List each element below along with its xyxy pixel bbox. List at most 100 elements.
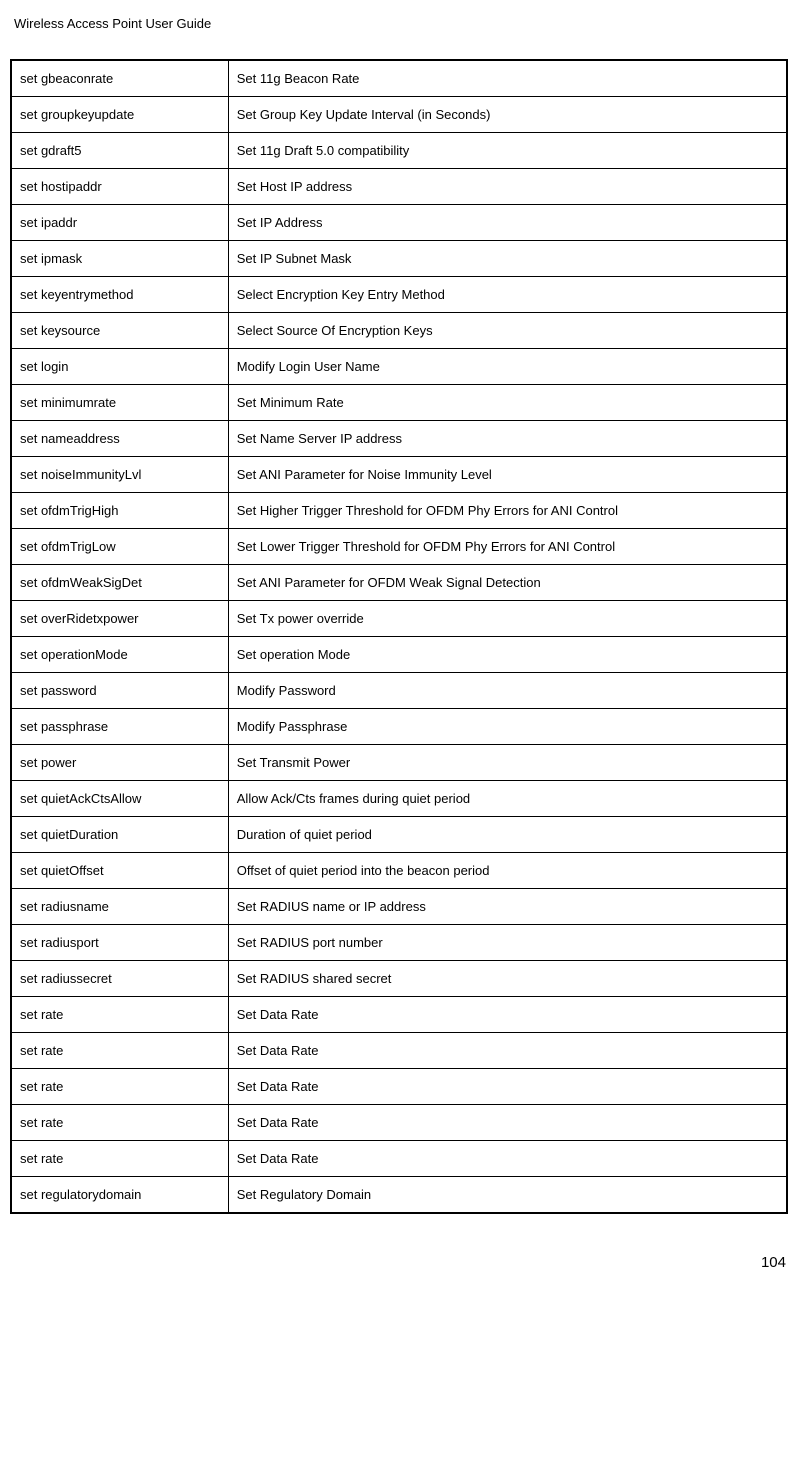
table-row: set rateSet Data Rate bbox=[11, 997, 787, 1033]
command-cell: set hostipaddr bbox=[11, 169, 228, 205]
command-cell: set power bbox=[11, 745, 228, 781]
command-cell: set ofdmTrigLow bbox=[11, 529, 228, 565]
description-cell: Modify Login User Name bbox=[228, 349, 787, 385]
command-cell: set quietAckCtsAllow bbox=[11, 781, 228, 817]
command-cell: set ipmask bbox=[11, 241, 228, 277]
description-cell: Set Transmit Power bbox=[228, 745, 787, 781]
table-row: set keyentrymethodSelect Encryption Key … bbox=[11, 277, 787, 313]
table-row: set radiusnameSet RADIUS name or IP addr… bbox=[11, 889, 787, 925]
description-cell: Set RADIUS shared secret bbox=[228, 961, 787, 997]
description-cell: Set Data Rate bbox=[228, 997, 787, 1033]
table-row: set rateSet Data Rate bbox=[11, 1141, 787, 1177]
command-cell: set radiusname bbox=[11, 889, 228, 925]
command-cell: set passphrase bbox=[11, 709, 228, 745]
description-cell: Set 11g Draft 5.0 compatibility bbox=[228, 133, 787, 169]
table-row: set gdraft5Set 11g Draft 5.0 compatibili… bbox=[11, 133, 787, 169]
table-row: set radiussecretSet RADIUS shared secret bbox=[11, 961, 787, 997]
description-cell: Set 11g Beacon Rate bbox=[228, 60, 787, 97]
description-cell: Set ANI Parameter for OFDM Weak Signal D… bbox=[228, 565, 787, 601]
table-row: set nameaddressSet Name Server IP addres… bbox=[11, 421, 787, 457]
table-row: set groupkeyupdateSet Group Key Update I… bbox=[11, 97, 787, 133]
command-table-body: set gbeaconrateSet 11g Beacon Rateset gr… bbox=[11, 60, 787, 1213]
description-cell: Set Host IP address bbox=[228, 169, 787, 205]
table-row: set hostipaddrSet Host IP address bbox=[11, 169, 787, 205]
description-cell: Select Source Of Encryption Keys bbox=[228, 313, 787, 349]
description-cell: Set Data Rate bbox=[228, 1141, 787, 1177]
command-cell: set keysource bbox=[11, 313, 228, 349]
table-row: set quietAckCtsAllowAllow Ack/Cts frames… bbox=[11, 781, 787, 817]
command-cell: set ipaddr bbox=[11, 205, 228, 241]
command-cell: set gdraft5 bbox=[11, 133, 228, 169]
description-cell: Modify Password bbox=[228, 673, 787, 709]
table-row: set ofdmWeakSigDetSet ANI Parameter for … bbox=[11, 565, 787, 601]
command-cell: set rate bbox=[11, 1141, 228, 1177]
description-cell: Set IP Subnet Mask bbox=[228, 241, 787, 277]
description-cell: Select Encryption Key Entry Method bbox=[228, 277, 787, 313]
command-cell: set groupkeyupdate bbox=[11, 97, 228, 133]
table-row: set ofdmTrigHighSet Higher Trigger Thres… bbox=[11, 493, 787, 529]
command-cell: set nameaddress bbox=[11, 421, 228, 457]
description-cell: Set Regulatory Domain bbox=[228, 1177, 787, 1214]
description-cell: Set IP Address bbox=[228, 205, 787, 241]
description-cell: Set RADIUS name or IP address bbox=[228, 889, 787, 925]
table-row: set ipaddrSet IP Address bbox=[11, 205, 787, 241]
table-row: set gbeaconrateSet 11g Beacon Rate bbox=[11, 60, 787, 97]
command-cell: set noiseImmunityLvl bbox=[11, 457, 228, 493]
description-cell: Set Higher Trigger Threshold for OFDM Ph… bbox=[228, 493, 787, 529]
table-row: set rateSet Data Rate bbox=[11, 1069, 787, 1105]
command-cell: set rate bbox=[11, 1033, 228, 1069]
table-row: set quietOffsetOffset of quiet period in… bbox=[11, 853, 787, 889]
description-cell: Set Minimum Rate bbox=[228, 385, 787, 421]
command-cell: set regulatorydomain bbox=[11, 1177, 228, 1214]
table-row: set passwordModify Password bbox=[11, 673, 787, 709]
command-cell: set login bbox=[11, 349, 228, 385]
table-row: set regulatorydomainSet Regulatory Domai… bbox=[11, 1177, 787, 1214]
table-row: set keysourceSelect Source Of Encryption… bbox=[11, 313, 787, 349]
table-row: set noiseImmunityLvlSet ANI Parameter fo… bbox=[11, 457, 787, 493]
description-cell: Modify Passphrase bbox=[228, 709, 787, 745]
command-cell: set quietDuration bbox=[11, 817, 228, 853]
command-table: set gbeaconrateSet 11g Beacon Rateset gr… bbox=[10, 59, 788, 1214]
description-cell: Set Name Server IP address bbox=[228, 421, 787, 457]
table-row: set overRidetxpowerSet Tx power override bbox=[11, 601, 787, 637]
table-row: set ofdmTrigLowSet Lower Trigger Thresho… bbox=[11, 529, 787, 565]
command-cell: set ofdmWeakSigDet bbox=[11, 565, 228, 601]
description-cell: Duration of quiet period bbox=[228, 817, 787, 853]
table-row: set passphraseModify Passphrase bbox=[11, 709, 787, 745]
description-cell: Set Lower Trigger Threshold for OFDM Phy… bbox=[228, 529, 787, 565]
table-row: set ipmaskSet IP Subnet Mask bbox=[11, 241, 787, 277]
description-cell: Set Tx power override bbox=[228, 601, 787, 637]
table-row: set powerSet Transmit Power bbox=[11, 745, 787, 781]
table-row: set operationModeSet operation Mode bbox=[11, 637, 787, 673]
description-cell: Set Data Rate bbox=[228, 1105, 787, 1141]
command-cell: set quietOffset bbox=[11, 853, 228, 889]
table-row: set rateSet Data Rate bbox=[11, 1105, 787, 1141]
description-cell: Set Data Rate bbox=[228, 1069, 787, 1105]
command-cell: set rate bbox=[11, 997, 228, 1033]
command-cell: set radiusport bbox=[11, 925, 228, 961]
description-cell: Allow Ack/Cts frames during quiet period bbox=[228, 781, 787, 817]
table-row: set quietDurationDuration of quiet perio… bbox=[11, 817, 787, 853]
command-cell: set keyentrymethod bbox=[11, 277, 228, 313]
page-header: Wireless Access Point User Guide bbox=[14, 16, 788, 31]
command-cell: set overRidetxpower bbox=[11, 601, 228, 637]
command-cell: set gbeaconrate bbox=[11, 60, 228, 97]
command-cell: set password bbox=[11, 673, 228, 709]
table-row: set loginModify Login User Name bbox=[11, 349, 787, 385]
page-number: 104 bbox=[10, 1254, 788, 1271]
description-cell: Offset of quiet period into the beacon p… bbox=[228, 853, 787, 889]
description-cell: Set ANI Parameter for Noise Immunity Lev… bbox=[228, 457, 787, 493]
command-cell: set minimumrate bbox=[11, 385, 228, 421]
command-cell: set operationMode bbox=[11, 637, 228, 673]
description-cell: Set Group Key Update Interval (in Second… bbox=[228, 97, 787, 133]
description-cell: Set operation Mode bbox=[228, 637, 787, 673]
description-cell: Set RADIUS port number bbox=[228, 925, 787, 961]
description-cell: Set Data Rate bbox=[228, 1033, 787, 1069]
command-cell: set rate bbox=[11, 1069, 228, 1105]
command-cell: set ofdmTrigHigh bbox=[11, 493, 228, 529]
command-cell: set radiussecret bbox=[11, 961, 228, 997]
command-cell: set rate bbox=[11, 1105, 228, 1141]
table-row: set rateSet Data Rate bbox=[11, 1033, 787, 1069]
table-row: set minimumrateSet Minimum Rate bbox=[11, 385, 787, 421]
table-row: set radiusportSet RADIUS port number bbox=[11, 925, 787, 961]
